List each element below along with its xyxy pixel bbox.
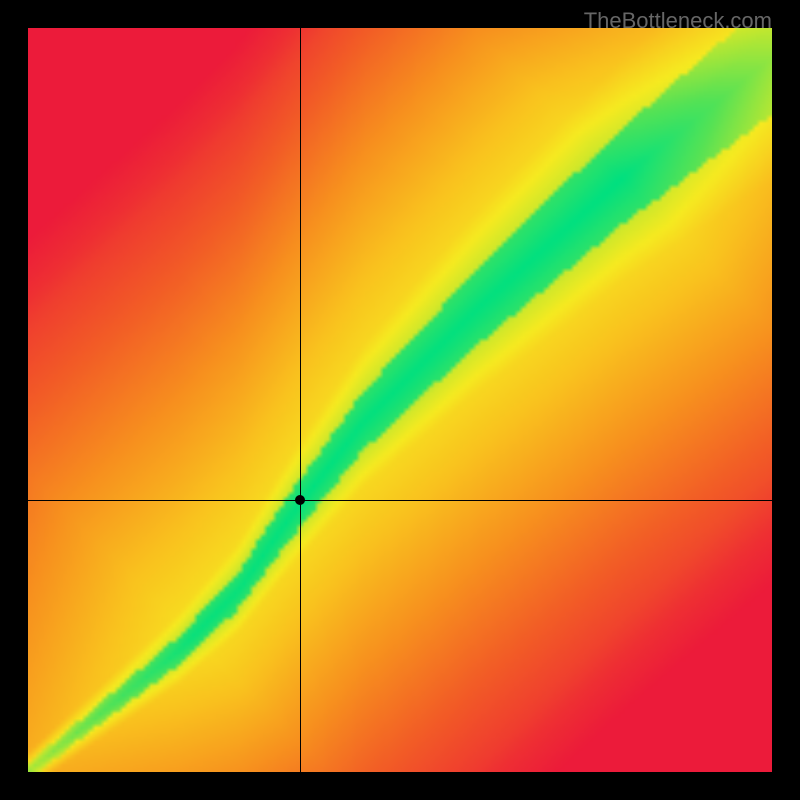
watermark-text: TheBottleneck.com	[584, 8, 772, 34]
heatmap-canvas	[28, 28, 772, 772]
crosshair-vertical	[300, 28, 301, 772]
crosshair-marker	[295, 495, 305, 505]
crosshair-horizontal	[28, 500, 772, 501]
bottleneck-heatmap	[28, 28, 772, 772]
